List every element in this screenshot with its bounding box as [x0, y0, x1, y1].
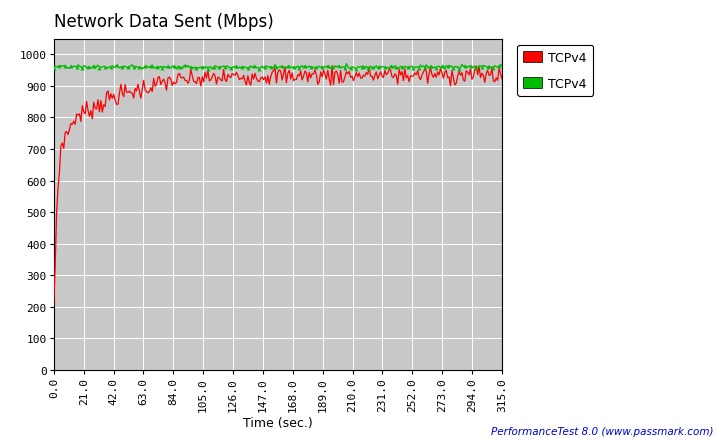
- X-axis label: Time (sec.): Time (sec.): [243, 416, 313, 429]
- Legend: TCPv4, TCPv4: TCPv4, TCPv4: [517, 46, 593, 96]
- Text: Network Data Sent (Mbps): Network Data Sent (Mbps): [54, 13, 273, 31]
- Text: PerformanceTest 8.0 (www.passmark.com): PerformanceTest 8.0 (www.passmark.com): [491, 426, 713, 436]
